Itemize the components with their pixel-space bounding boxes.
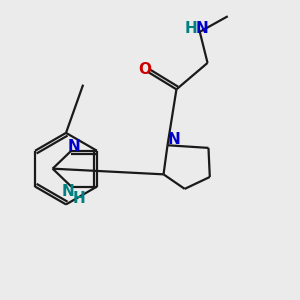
Text: N: N	[168, 132, 181, 147]
Text: O: O	[138, 62, 151, 77]
Text: N: N	[68, 139, 81, 154]
Text: N: N	[62, 184, 74, 199]
Text: H: H	[185, 21, 197, 36]
Text: N: N	[196, 21, 208, 36]
Text: H: H	[73, 191, 85, 206]
